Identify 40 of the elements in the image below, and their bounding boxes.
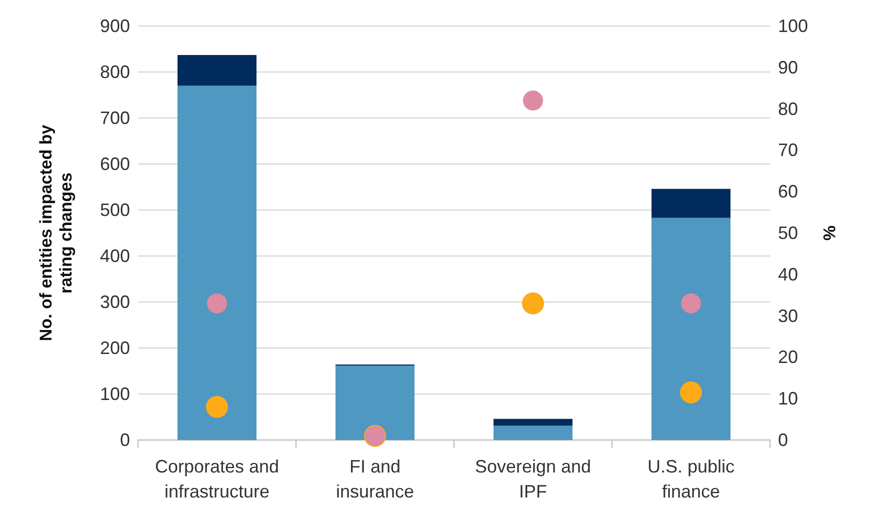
point — [206, 396, 228, 418]
y-tick-label: 400 — [100, 246, 130, 266]
bar — [494, 426, 572, 440]
y2-tick-label: 10 — [778, 388, 798, 409]
y2-axis-title: % — [819, 225, 838, 241]
y2-tick-label: 50 — [778, 223, 798, 243]
x-tick-label: U.S. public finance — [647, 456, 735, 502]
y-tick-label: 300 — [100, 292, 130, 312]
point — [522, 292, 544, 314]
y2-tick-label: 20 — [778, 347, 798, 368]
y-tick-label: 0 — [120, 430, 130, 450]
x-tick-label: FI and insurance — [336, 456, 414, 502]
y2-tick-label: 0 — [778, 430, 788, 450]
y2-tick-label: 100 — [778, 16, 808, 36]
bar — [652, 188, 730, 218]
bar — [178, 54, 256, 86]
y2-tick-label: 70 — [778, 140, 798, 160]
x-tick-label: Sovereign and IPF — [474, 456, 592, 502]
y-tick-label: 800 — [100, 62, 130, 82]
y-tick-label: 700 — [100, 108, 130, 128]
y2-tick-label: 30 — [778, 306, 798, 326]
y2-tick-label: 60 — [778, 182, 798, 202]
y-tick-label: 100 — [100, 384, 130, 404]
y2-tick-label: 40 — [778, 264, 798, 284]
bar — [652, 218, 730, 440]
y-tick-label: 500 — [100, 200, 130, 220]
bar — [494, 418, 572, 426]
y2-tick-label: 90 — [778, 57, 798, 78]
y-tick-label: 600 — [100, 154, 130, 174]
point — [680, 381, 702, 404]
bar — [178, 86, 256, 440]
y2-tick-label: 80 — [778, 98, 798, 119]
bar — [336, 365, 414, 440]
x-tick-label: Corporates and infrastructure — [154, 456, 280, 502]
y-tick-label: 900 — [100, 16, 130, 36]
point — [681, 293, 701, 314]
y-axis-title: No. of entities impacted by rating changes — [36, 124, 76, 342]
y-tick-label: 200 — [100, 338, 130, 358]
point — [523, 90, 543, 111]
point — [207, 293, 227, 314]
